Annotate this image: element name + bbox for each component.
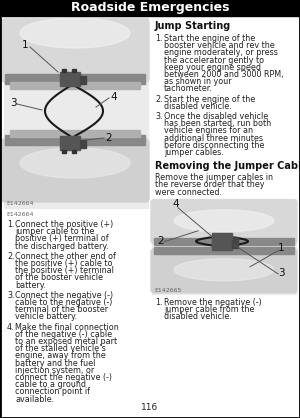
Text: 1: 1 — [278, 243, 285, 253]
Text: Removing the Jumper Cables: Removing the Jumper Cables — [155, 161, 300, 171]
Text: injection system, or: injection system, or — [15, 366, 94, 375]
Text: 2.: 2. — [7, 252, 15, 261]
Text: terminal of the booster: terminal of the booster — [15, 305, 108, 314]
Text: 2: 2 — [105, 133, 112, 143]
FancyBboxPatch shape — [151, 249, 297, 293]
Bar — [72, 69, 76, 72]
Bar — [152, 199, 296, 294]
Text: Connect the positive (+): Connect the positive (+) — [15, 220, 113, 229]
Text: cable to the negative (-): cable to the negative (-) — [15, 298, 112, 307]
Text: connection point if: connection point if — [15, 387, 90, 396]
Text: the discharged battery.: the discharged battery. — [15, 242, 109, 251]
Text: were connected.: were connected. — [155, 188, 222, 196]
Text: has been started, run both: has been started, run both — [164, 119, 271, 128]
Bar — [5, 135, 145, 145]
Text: the accelerator gently to: the accelerator gently to — [164, 56, 264, 65]
Text: of the negative (-) cable: of the negative (-) cable — [15, 330, 112, 339]
Bar — [60, 72, 80, 86]
Text: Roadside Emergencies: Roadside Emergencies — [71, 2, 229, 15]
Text: Jump Starting: Jump Starting — [155, 21, 231, 31]
Text: before disconnecting the: before disconnecting the — [164, 141, 264, 150]
Text: 1.: 1. — [155, 298, 163, 307]
Text: vehicle engines for an: vehicle engines for an — [164, 126, 253, 135]
Bar — [212, 236, 232, 250]
Text: 4: 4 — [110, 92, 117, 102]
Ellipse shape — [20, 148, 130, 178]
Text: Remove the jumper cables in: Remove the jumper cables in — [155, 173, 273, 182]
Text: Once the disabled vehicle: Once the disabled vehicle — [164, 112, 268, 121]
Text: as shown in your: as shown in your — [164, 77, 232, 86]
Text: positive (+) terminal of: positive (+) terminal of — [15, 234, 109, 243]
Text: 4.: 4. — [7, 323, 14, 331]
Text: 3: 3 — [10, 98, 16, 108]
Text: the positive (+) terminal: the positive (+) terminal — [15, 266, 114, 275]
Text: of the stalled vehicle’s: of the stalled vehicle’s — [15, 344, 106, 353]
Text: disabled vehicle.: disabled vehicle. — [164, 312, 232, 321]
Bar — [5, 74, 145, 84]
Text: 4: 4 — [172, 199, 178, 209]
Text: battery and the fuel: battery and the fuel — [15, 359, 95, 367]
Text: 3.: 3. — [155, 112, 163, 121]
FancyBboxPatch shape — [151, 200, 297, 244]
Bar — [4, 18, 148, 208]
Text: E142665: E142665 — [154, 288, 182, 293]
Text: 1: 1 — [22, 40, 28, 50]
Text: 1.: 1. — [7, 220, 14, 229]
Text: jumper cable from the: jumper cable from the — [164, 305, 254, 314]
Ellipse shape — [174, 259, 274, 281]
Bar — [154, 247, 294, 254]
Bar — [72, 150, 76, 153]
Text: tachometer.: tachometer. — [164, 84, 213, 93]
Bar — [212, 233, 232, 247]
Bar — [232, 240, 238, 248]
Text: engine moderately, or press: engine moderately, or press — [164, 48, 278, 57]
Text: 1.: 1. — [155, 34, 163, 43]
Text: Make the final connection: Make the final connection — [15, 323, 119, 331]
Text: engine, away from the: engine, away from the — [15, 352, 106, 360]
Text: of the booster vehicle: of the booster vehicle — [15, 273, 103, 283]
Text: Start the engine of the: Start the engine of the — [164, 34, 255, 43]
Text: Connect the negative (-): Connect the negative (-) — [15, 291, 113, 300]
Text: vehicle battery.: vehicle battery. — [15, 312, 77, 321]
Bar — [0, 0, 300, 16]
Bar — [62, 150, 66, 153]
Text: to an exposed metal part: to an exposed metal part — [15, 337, 117, 346]
Text: between 2000 and 3000 RPM,: between 2000 and 3000 RPM, — [164, 70, 284, 79]
Text: Remove the negative (-): Remove the negative (-) — [164, 298, 262, 307]
Bar — [62, 69, 66, 72]
Bar — [80, 76, 86, 84]
Text: 2: 2 — [157, 236, 164, 246]
Text: jumper cable to the: jumper cable to the — [15, 227, 94, 236]
Text: additional three minutes: additional three minutes — [164, 134, 263, 143]
Text: 116: 116 — [141, 403, 159, 412]
Ellipse shape — [20, 18, 130, 48]
Text: battery.: battery. — [15, 280, 46, 290]
Text: 3.: 3. — [7, 291, 14, 300]
Text: the reverse order that they: the reverse order that they — [155, 181, 265, 189]
Text: Connect the other end of: Connect the other end of — [15, 252, 116, 261]
Text: jumper cables.: jumper cables. — [164, 148, 224, 157]
Text: booster vehicle and rev the: booster vehicle and rev the — [164, 41, 275, 50]
FancyBboxPatch shape — [1, 139, 149, 202]
Text: disabled vehicle.: disabled vehicle. — [164, 102, 232, 111]
Text: connect the negative (-): connect the negative (-) — [15, 373, 112, 382]
Bar — [60, 136, 80, 150]
Text: 3: 3 — [278, 268, 285, 278]
Bar — [154, 238, 294, 245]
Text: the positive (+) cable to: the positive (+) cable to — [15, 259, 112, 268]
Bar — [232, 237, 238, 245]
FancyBboxPatch shape — [1, 19, 149, 82]
Text: E142664: E142664 — [6, 201, 34, 206]
Bar — [10, 82, 140, 89]
Bar — [80, 140, 86, 148]
Text: keep your engine speed: keep your engine speed — [164, 63, 261, 72]
Text: Start the engine of the: Start the engine of the — [164, 94, 255, 104]
Ellipse shape — [174, 210, 274, 232]
Text: cable to a ground: cable to a ground — [15, 380, 86, 389]
Text: 2.: 2. — [155, 94, 163, 104]
Bar — [10, 130, 140, 137]
Text: E142664: E142664 — [6, 212, 34, 217]
Text: available.: available. — [15, 395, 54, 404]
